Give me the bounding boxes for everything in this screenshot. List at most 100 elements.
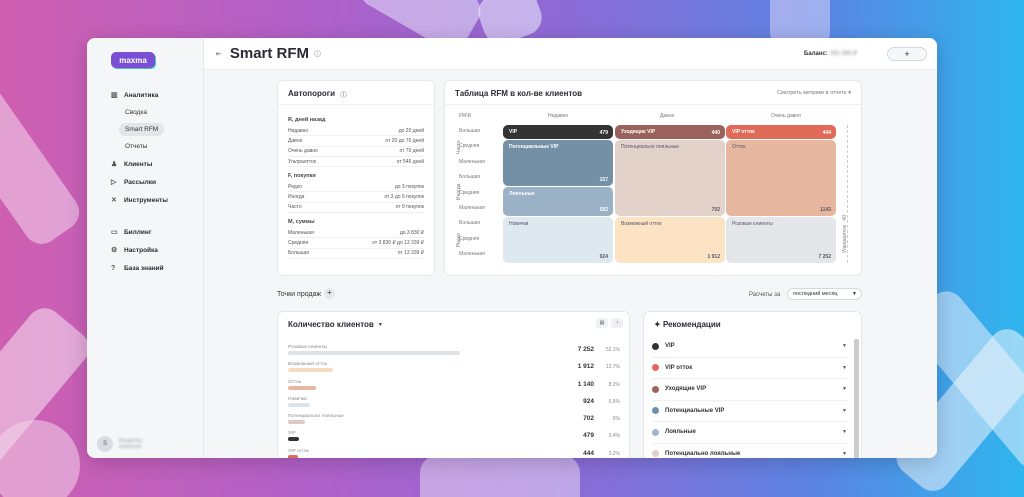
threshold-name: Маленькая (288, 229, 314, 236)
rfm-cell-value: 7 252 (818, 253, 831, 260)
rfm-cell-potential-vip[interactable]: Потенциальные VIP 157 (503, 140, 613, 186)
segment-bar (288, 402, 311, 407)
segment-row[interactable]: Возможный отток 1 912 13.7% (288, 362, 620, 379)
rfm-cell-potential-loyal[interactable]: Потенциально лояльные 702 (615, 140, 725, 217)
recommendation-label: Уходящие VIP (665, 386, 707, 393)
add-balance-button[interactable]: + (887, 47, 927, 61)
threshold-row: Редко до 3 покупок (288, 182, 424, 193)
metrics-report-link[interactable]: Смотреть метрики в отчете ▾ (777, 90, 851, 96)
segment-bar (288, 351, 460, 355)
recommendation-label: Потенциальные VIP (665, 407, 725, 414)
segment-row[interactable]: VIP 479 3.4% (288, 431, 620, 448)
autothresholds-list: R, дней назад Недавно до 20 дней Давно от 20… (278, 105, 434, 265)
logo[interactable]: maxma (111, 52, 155, 68)
recommendation-label: VIP (665, 343, 675, 350)
threshold-row: Иногда от 3 до 9 покупок (288, 192, 424, 203)
threshold-row: Недавно до 20 дней (288, 126, 424, 137)
recommendation-item[interactable]: Потенциально лояльные ▼ (652, 444, 849, 459)
rfm-cell-leaving-vip[interactable]: Уходящие VIP 440 (615, 125, 725, 140)
sidebar-item-tools[interactable]: ✕ Инструменты (111, 196, 168, 205)
segment-name: VIP отток (288, 448, 309, 454)
rfm-grid: FM\R Недавно Давно Очень давно Большая Средня… (445, 81, 863, 277)
scrollbar[interactable] (854, 339, 859, 458)
avatar: S (97, 436, 113, 452)
recommendation-item[interactable]: VIP ▼ (652, 336, 849, 358)
segment-value: 702 (583, 415, 594, 423)
threshold-name: Часто (288, 204, 302, 211)
rfm-cell-vip[interactable]: VIP 479 (503, 125, 613, 140)
rfm-col-header: Недавно (548, 113, 569, 119)
user-profile[interactable]: S Владелец компания (97, 436, 142, 452)
sidebar-sub-smart-rfm[interactable]: Smart RFM (87, 121, 203, 138)
segment-row[interactable]: Отток 1 140 8.2% (288, 380, 620, 397)
threshold-row: Маленькая до 3 830 ₽ (288, 228, 424, 239)
threshold-value: от 20 до 70 дней (385, 137, 424, 144)
threshold-value: от 3 830 ₽ до 13 339 ₽ (372, 240, 424, 247)
recommendation-label: Лояльные (665, 429, 696, 436)
segment-row[interactable]: Новички 924 6.6% (288, 397, 620, 414)
rfm-cell-label: Уходящие VIP (621, 129, 656, 135)
segment-value: 479 (583, 432, 594, 440)
rfm-cell-label: Лояльные (509, 190, 535, 197)
sparkle-icon: ✦ (654, 320, 663, 329)
rfm-row-header: Маленькая (459, 205, 485, 211)
bar-chart-icon[interactable]: ▤ (596, 318, 608, 328)
rfm-cell-churn[interactable]: Отток 1143 (726, 140, 836, 217)
threshold-name: Редко (288, 183, 302, 190)
info-icon[interactable]: i (314, 50, 322, 57)
segment-name: Новички (288, 396, 307, 402)
sidebar-sub-reports[interactable]: Отчеты (125, 143, 148, 150)
sidebar-item-clients[interactable]: ♟ Клиенты (111, 160, 153, 169)
rfm-cell-value: 924 (599, 253, 608, 260)
sidebar-item-knowledge[interactable]: ? База знаний (111, 264, 164, 272)
sidebar-sub-summary[interactable]: Сводка (125, 109, 147, 116)
rfm-cell-newbies[interactable]: Новички 924 (503, 217, 613, 263)
threshold-name: Ультраотток (288, 158, 316, 165)
rfm-cell-label: Новички (509, 221, 529, 228)
segment-row[interactable]: Розовые клиенты 7 252 52.1% (288, 345, 620, 362)
sidebar-item-billing[interactable]: ▭ Биллинг (111, 228, 152, 237)
rfm-cell-vip-churn[interactable]: VIP отток 444 (726, 125, 836, 140)
segment-name: Отток (288, 379, 301, 385)
calc-label: Расчеты за (749, 292, 781, 298)
info-icon[interactable]: i (340, 91, 348, 98)
threshold-name: Большая (288, 250, 309, 257)
recommendation-item[interactable]: Лояльные ▼ (652, 422, 849, 444)
chart-icon: ▥ (111, 92, 118, 99)
recommendation-item[interactable]: Уходящие VIP ▼ (652, 379, 849, 401)
rfm-cell-retail[interactable]: Розовые клиенты 7 252 (726, 217, 836, 263)
sidebar-item-mailings[interactable]: ▷ Рассылки (111, 178, 157, 187)
rfm-cell-label: Возможный отток (621, 221, 662, 228)
segment-row[interactable]: Потенциально лояльные 702 5% (288, 414, 620, 431)
pie-chart-icon[interactable]: ◔ (611, 318, 623, 328)
segment-percent: 13.7% (605, 364, 620, 371)
sidebar-item-settings[interactable]: ⚙ Настройка (111, 246, 158, 255)
sidebar-item-analytics[interactable]: ▥ Аналитика (111, 91, 159, 100)
segment-color-dot (652, 364, 659, 372)
rfm-row-header: Маленькая (459, 251, 485, 258)
recommendation-item[interactable]: VIP отток ▼ (652, 358, 849, 379)
segment-color-dot (652, 385, 659, 393)
recommendation-label: Потенциально лояльные (665, 450, 741, 457)
segment-row[interactable]: VIP отток 444 3.2% (288, 449, 620, 458)
period-select[interactable]: последний месяц ▼ (787, 288, 862, 300)
threshold-row: Давно от 20 до 70 дней (288, 136, 424, 147)
collapse-sidebar-icon[interactable]: ⇤ (216, 50, 222, 58)
user-name: Владелец (119, 438, 143, 444)
rfm-title: Таблица RFM в кол-ве клиентов (445, 81, 861, 105)
segment-value: 7 252 (577, 346, 594, 353)
segment-name: Потенциально лояльные (288, 414, 344, 420)
segment-bar (288, 454, 299, 458)
threshold-name: Давно (288, 137, 303, 144)
add-sales-point-button[interactable]: + (324, 288, 335, 299)
main-content: ⇤ Smart RFM i Баланс: 250 393 ₽ + Автопор… (204, 38, 937, 458)
rfm-cell-loyal[interactable]: Лояльные 582 (503, 186, 613, 217)
threshold-section-title: R, дней назад (288, 117, 326, 123)
segment-color-dot (652, 342, 659, 350)
rfm-col-header: Очень давно (771, 113, 801, 119)
recommendation-item[interactable]: Потенциальные VIP ▼ (652, 401, 849, 422)
rfm-cell-possible-churn[interactable]: Возможный отток 1 912 (615, 217, 725, 263)
threshold-row: Ультраотток от 546 дней (288, 157, 424, 168)
threshold-row: Очень давно от 70 дней (288, 147, 424, 157)
threshold-name: Средняя (288, 240, 309, 247)
